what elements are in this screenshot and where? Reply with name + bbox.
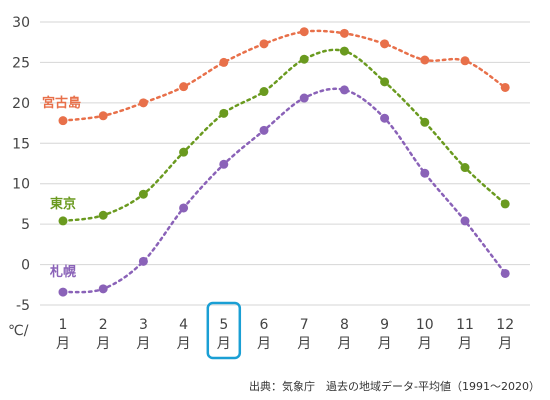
data-point	[460, 56, 470, 66]
x-tick-label: 7	[300, 317, 309, 333]
data-point	[179, 203, 189, 213]
data-point	[58, 116, 68, 126]
data-point	[420, 117, 430, 127]
x-tick-label: 8	[340, 317, 349, 333]
y-tick-label: 10	[12, 177, 30, 193]
data-point	[219, 159, 229, 169]
data-point	[299, 54, 309, 64]
gridlines	[40, 21, 530, 306]
series-label: 宮古島	[42, 95, 81, 111]
data-point	[259, 87, 269, 97]
y-axis-ticks: -5 0 5 10 15 20 25 30	[12, 15, 30, 314]
data-point	[138, 98, 148, 108]
x-tick-month-suffix: 月	[378, 336, 392, 352]
data-point	[500, 268, 510, 278]
y-tick-label: 15	[12, 136, 30, 152]
data-point	[339, 28, 349, 38]
y-tick-label: 0	[21, 258, 30, 274]
series-label: 東京	[50, 196, 76, 212]
data-point	[500, 199, 510, 209]
x-tick-label: 10	[416, 317, 434, 333]
data-point	[299, 27, 309, 37]
data-point	[339, 85, 349, 95]
y-tick-label: 30	[12, 15, 30, 31]
data-point	[179, 82, 189, 92]
x-tick-label: 9	[380, 317, 389, 333]
series-3: 札幌	[49, 85, 510, 297]
data-point	[380, 113, 390, 123]
series-1: 宮古島	[42, 27, 510, 126]
x-tick-month-suffix: 月	[257, 336, 271, 352]
data-point	[500, 82, 510, 92]
x-tick-month-suffix: 月	[418, 336, 432, 352]
data-point	[98, 284, 108, 294]
x-tick-label: 3	[139, 317, 148, 333]
data-point	[219, 57, 229, 67]
data-point	[138, 256, 148, 266]
x-tick-month-suffix: 月	[96, 336, 110, 352]
data-point	[259, 39, 269, 49]
data-point	[58, 216, 68, 226]
x-tick-month-suffix: 月	[217, 336, 231, 352]
data-point	[219, 108, 229, 118]
x-tick-month-suffix: 月	[297, 336, 311, 352]
x-tick-label: 1	[59, 317, 68, 333]
series-line	[61, 29, 507, 122]
x-tick-month-suffix: 月	[177, 336, 191, 352]
y-tick-label: 25	[12, 55, 30, 71]
unit-label: ℃/	[8, 323, 29, 339]
series-2: 東京	[50, 46, 510, 226]
data-point	[460, 163, 470, 173]
x-tick-month-suffix: 月	[136, 336, 150, 352]
series-line	[61, 48, 507, 223]
data-point	[98, 210, 108, 220]
data-point	[98, 111, 108, 121]
data-point	[339, 46, 349, 56]
series-label: 札幌	[49, 264, 76, 280]
data-point	[58, 287, 68, 297]
y-tick-label: -5	[16, 298, 30, 314]
x-tick-label: 5	[219, 317, 228, 333]
data-point	[299, 93, 309, 103]
data-point	[380, 77, 390, 87]
x-tick-month-suffix: 月	[458, 336, 472, 352]
data-point	[138, 189, 148, 199]
data-point	[179, 147, 189, 157]
x-tick-label: 2	[99, 317, 108, 333]
data-point	[460, 216, 470, 226]
x-tick-month-suffix: 月	[337, 336, 351, 352]
x-tick-label: 12	[496, 317, 514, 333]
data-point	[420, 55, 430, 65]
x-tick-label: 6	[260, 317, 269, 333]
series-line	[61, 87, 507, 294]
y-tick-label: 5	[21, 217, 30, 233]
x-tick-month-suffix: 月	[498, 336, 512, 352]
data-point	[259, 125, 269, 135]
data-point	[420, 168, 430, 178]
y-tick-label: 20	[12, 96, 30, 112]
data-point	[380, 39, 390, 49]
highlighted-month-box	[206, 301, 242, 360]
x-tick-month-suffix: 月	[56, 336, 70, 352]
source-note: 出典：気象庁 過去の地域データ-平均値（1991～2020）	[249, 379, 540, 393]
x-tick-label: 11	[456, 317, 474, 333]
x-tick-label: 4	[179, 317, 188, 333]
x-axis-ticks: 1 月 2 月 3 月 4 月 5 月 6 月 7 月 8 月 9 月 10 月 11 月 12 月	[56, 317, 514, 352]
